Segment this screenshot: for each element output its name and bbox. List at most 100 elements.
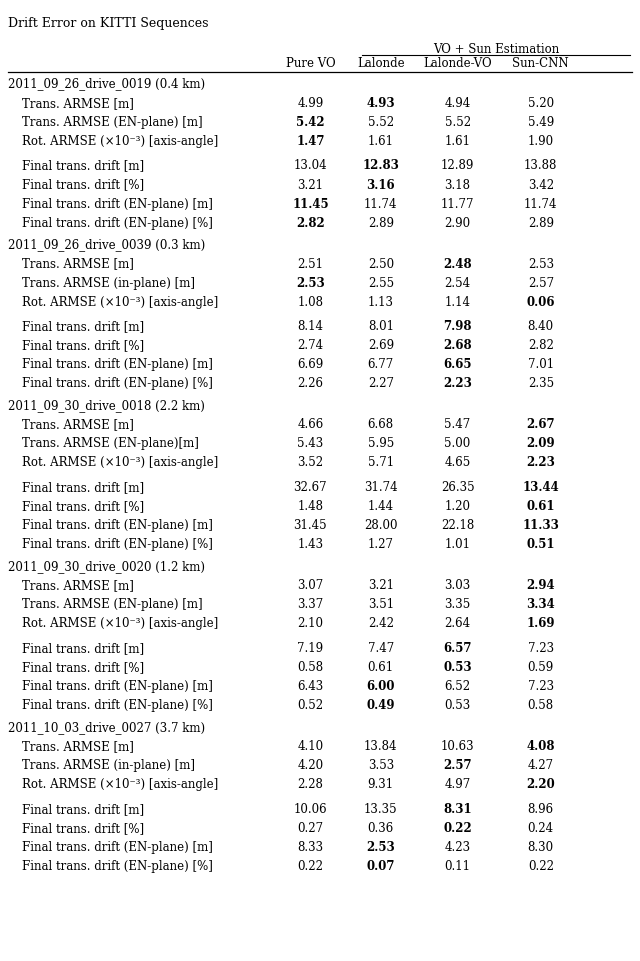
Text: Final trans. drift (EN-plane) [%]: Final trans. drift (EN-plane) [%] (22, 216, 213, 230)
Text: 7.23: 7.23 (528, 642, 554, 655)
Text: Rot. ARMSE (×10⁻³) [axis-angle]: Rot. ARMSE (×10⁻³) [axis-angle] (22, 135, 219, 148)
Text: Final trans. drift (EN-plane) [m]: Final trans. drift (EN-plane) [m] (22, 358, 213, 371)
Text: 5.95: 5.95 (367, 437, 394, 451)
Text: 31.45: 31.45 (294, 519, 327, 532)
Text: Pure VO: Pure VO (285, 57, 335, 70)
Text: 2011_10_03_drive_0027 (3.7 km): 2011_10_03_drive_0027 (3.7 km) (8, 721, 205, 734)
Text: 0.52: 0.52 (298, 700, 323, 712)
Text: 0.49: 0.49 (367, 700, 395, 712)
Text: 5.52: 5.52 (368, 115, 394, 129)
Text: 5.49: 5.49 (527, 115, 554, 129)
Text: 2.53: 2.53 (367, 841, 395, 854)
Text: Final trans. drift (EN-plane) [m]: Final trans. drift (EN-plane) [m] (22, 198, 213, 210)
Text: 0.36: 0.36 (367, 822, 394, 835)
Text: 7.23: 7.23 (528, 680, 554, 693)
Text: 6.52: 6.52 (445, 680, 470, 693)
Text: Rot. ARMSE (×10⁻³) [axis-angle]: Rot. ARMSE (×10⁻³) [axis-angle] (22, 778, 219, 791)
Text: 6.43: 6.43 (297, 680, 324, 693)
Text: 2.53: 2.53 (296, 277, 324, 289)
Text: Final trans. drift (EN-plane) [m]: Final trans. drift (EN-plane) [m] (22, 841, 213, 854)
Text: 7.01: 7.01 (528, 358, 554, 371)
Text: 1.61: 1.61 (445, 135, 470, 148)
Text: Trans. ARMSE (in-plane) [m]: Trans. ARMSE (in-plane) [m] (22, 277, 195, 289)
Text: 5.00: 5.00 (444, 437, 471, 451)
Text: 11.33: 11.33 (522, 519, 559, 532)
Text: 0.61: 0.61 (368, 661, 394, 674)
Text: 8.31: 8.31 (444, 803, 472, 816)
Text: Final trans. drift [%]: Final trans. drift [%] (22, 179, 145, 191)
Text: Final trans. drift [m]: Final trans. drift [m] (22, 642, 145, 655)
Text: 1.48: 1.48 (298, 501, 323, 513)
Text: 8.40: 8.40 (528, 320, 554, 333)
Text: 6.77: 6.77 (367, 358, 394, 371)
Text: 3.21: 3.21 (368, 579, 394, 592)
Text: Final trans. drift [m]: Final trans. drift [m] (22, 803, 145, 816)
Text: 0.07: 0.07 (367, 860, 395, 873)
Text: 0.22: 0.22 (528, 860, 554, 873)
Text: 12.83: 12.83 (362, 160, 399, 172)
Text: Final trans. drift [m]: Final trans. drift [m] (22, 320, 145, 333)
Text: Trans. ARMSE [m]: Trans. ARMSE [m] (22, 418, 134, 431)
Text: 1.13: 1.13 (368, 296, 394, 308)
Text: 3.21: 3.21 (298, 179, 323, 191)
Text: 5.20: 5.20 (528, 97, 554, 110)
Text: 11.74: 11.74 (364, 198, 397, 210)
Text: 8.14: 8.14 (298, 320, 323, 333)
Text: 11.74: 11.74 (524, 198, 557, 210)
Text: 0.06: 0.06 (527, 296, 555, 308)
Text: 31.74: 31.74 (364, 481, 397, 494)
Text: 26.35: 26.35 (441, 481, 474, 494)
Text: 4.08: 4.08 (527, 740, 555, 753)
Text: 2.50: 2.50 (368, 258, 394, 270)
Text: 1.01: 1.01 (445, 538, 470, 552)
Text: 1.61: 1.61 (368, 135, 394, 148)
Text: 2.82: 2.82 (296, 216, 324, 230)
Text: Trans. ARMSE (EN-plane) [m]: Trans. ARMSE (EN-plane) [m] (22, 115, 203, 129)
Text: 2.64: 2.64 (445, 617, 470, 630)
Text: 10.63: 10.63 (441, 740, 474, 753)
Text: Trans. ARMSE (in-plane) [m]: Trans. ARMSE (in-plane) [m] (22, 759, 195, 772)
Text: 0.22: 0.22 (298, 860, 323, 873)
Text: 12.89: 12.89 (441, 160, 474, 172)
Text: 3.07: 3.07 (297, 579, 324, 592)
Text: 6.69: 6.69 (297, 358, 324, 371)
Text: 11.77: 11.77 (441, 198, 474, 210)
Text: 5.71: 5.71 (368, 456, 394, 469)
Text: Trans. ARMSE (EN-plane)[m]: Trans. ARMSE (EN-plane)[m] (22, 437, 199, 451)
Text: 2.48: 2.48 (444, 258, 472, 270)
Text: Final trans. drift [%]: Final trans. drift [%] (22, 822, 145, 835)
Text: 1.14: 1.14 (445, 296, 470, 308)
Text: 0.58: 0.58 (298, 661, 323, 674)
Text: 5.52: 5.52 (445, 115, 470, 129)
Text: 2.35: 2.35 (528, 378, 554, 390)
Text: 6.00: 6.00 (367, 680, 395, 693)
Text: 4.66: 4.66 (297, 418, 324, 431)
Text: Final trans. drift [%]: Final trans. drift [%] (22, 339, 145, 353)
Text: 4.94: 4.94 (444, 97, 471, 110)
Text: 22.18: 22.18 (441, 519, 474, 532)
Text: 3.52: 3.52 (298, 456, 323, 469)
Text: 0.11: 0.11 (445, 860, 470, 873)
Text: Trans. ARMSE [m]: Trans. ARMSE [m] (22, 258, 134, 270)
Text: 5.43: 5.43 (297, 437, 324, 451)
Text: 2.54: 2.54 (445, 277, 470, 289)
Text: Final trans. drift (EN-plane) [m]: Final trans. drift (EN-plane) [m] (22, 680, 213, 693)
Text: 3.03: 3.03 (444, 579, 471, 592)
Text: VO + Sun Estimation: VO + Sun Estimation (433, 43, 559, 56)
Text: 3.18: 3.18 (445, 179, 470, 191)
Text: 0.22: 0.22 (444, 822, 472, 835)
Text: 4.20: 4.20 (298, 759, 323, 772)
Text: 13.35: 13.35 (364, 803, 397, 816)
Text: 2.28: 2.28 (298, 778, 323, 791)
Text: 1.43: 1.43 (298, 538, 323, 552)
Text: 2011_09_30_drive_0020 (1.2 km): 2011_09_30_drive_0020 (1.2 km) (8, 560, 205, 573)
Text: 0.27: 0.27 (298, 822, 323, 835)
Text: 2.89: 2.89 (368, 216, 394, 230)
Text: 8.96: 8.96 (528, 803, 554, 816)
Text: Trans. ARMSE [m]: Trans. ARMSE [m] (22, 97, 134, 110)
Text: Final trans. drift (EN-plane) [%]: Final trans. drift (EN-plane) [%] (22, 538, 213, 552)
Text: Rot. ARMSE (×10⁻³) [axis-angle]: Rot. ARMSE (×10⁻³) [axis-angle] (22, 617, 219, 630)
Text: Final trans. drift [m]: Final trans. drift [m] (22, 160, 145, 172)
Text: 2.57: 2.57 (444, 759, 472, 772)
Text: 1.08: 1.08 (298, 296, 323, 308)
